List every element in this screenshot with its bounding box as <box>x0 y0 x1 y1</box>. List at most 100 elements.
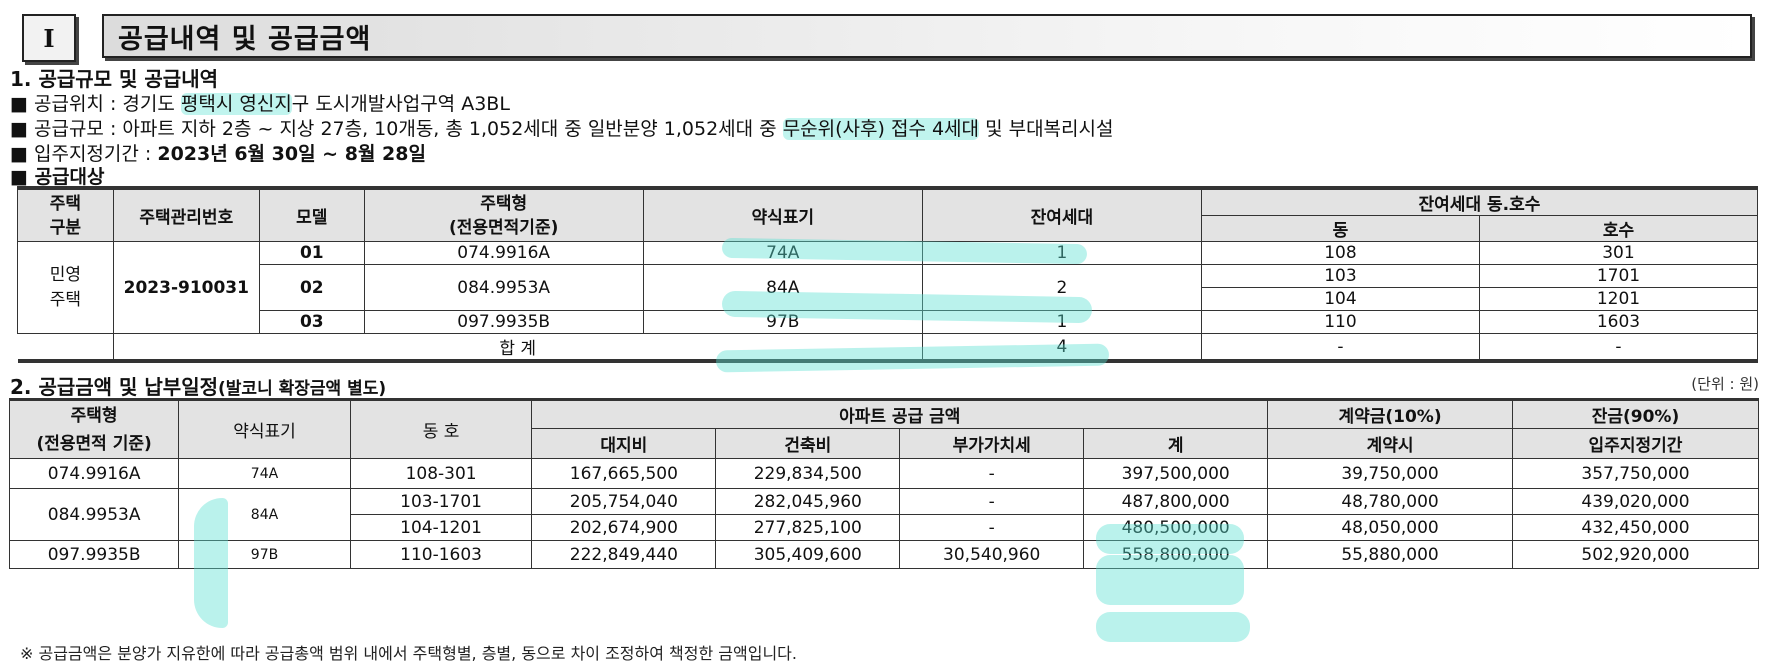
price-vat: 30,540,960 <box>899 540 1085 569</box>
section-number-box: I <box>22 14 76 62</box>
ho-cell: 301 <box>1478 241 1759 265</box>
price-sum: 487,800,000 <box>1083 488 1269 515</box>
move-in-label: ■ 입주지정기간 : <box>10 143 158 165</box>
price-balance: 502,920,000 <box>1511 540 1760 569</box>
header-apt-price: 아파트 공급 금액 <box>531 399 1269 429</box>
price-unit: 110-1603 <box>349 540 533 569</box>
price-abbr: 97B <box>178 540 351 569</box>
abbr-cell: 97B <box>642 310 923 334</box>
header-mgmt-no: 주택관리번호 <box>112 187 260 242</box>
header-house-type: 주택형 (전용면적 기준) <box>8 399 180 459</box>
total-ho: - <box>1478 333 1759 362</box>
price-build: 282,045,960 <box>715 488 901 515</box>
price-build: 277,825,100 <box>715 514 901 541</box>
header-balance-when: 입주지정기간 <box>1511 428 1760 459</box>
dong-cell: 110 <box>1200 310 1480 334</box>
supply-target-heading: ■ 공급대상 <box>10 166 105 188</box>
price-land: 202,674,900 <box>531 514 717 541</box>
supply-location-label: ■ 공급위치 : 경기도 <box>10 93 181 115</box>
header-house-type: 주택형 (전용면적기준) <box>363 187 644 242</box>
price-sum: 558,800,000 <box>1083 540 1269 569</box>
header-abbr: 약식표기 <box>642 187 923 242</box>
header-model: 모델 <box>258 187 365 242</box>
dong-cell: 104 <box>1200 287 1480 311</box>
header-balance: 잔금(90%) <box>1511 399 1760 429</box>
highlighter-stroke <box>194 498 228 628</box>
supply-scale: ■ 공급규모 : 아파트 지하 2층 ~ 지상 27층, 10개동, 총 1,0… <box>10 114 1113 141</box>
house-kind-cell: 민영 주택 <box>17 241 114 334</box>
dong-cell: 103 <box>1200 264 1480 288</box>
header-dong: 동 <box>1200 215 1480 242</box>
header-land: 대지비 <box>531 428 717 459</box>
header-remaining-units: 잔여세대 동.호수 <box>1200 187 1759 216</box>
price-land: 222,849,440 <box>531 540 717 569</box>
price-land: 167,665,500 <box>531 458 717 489</box>
price-deposit: 48,050,000 <box>1267 514 1513 541</box>
price-house-type: 074.9916A <box>8 458 180 489</box>
supply-location: ■ 공급위치 : 경기도 평택시 영신지구 도시개발사업구역 A3BL <box>10 89 510 116</box>
price-deposit: 55,880,000 <box>1267 540 1513 569</box>
total-label: 합 계 <box>112 333 923 362</box>
price-vat: - <box>899 458 1085 489</box>
section2-heading: 2. 공급금액 및 납부일정(발코니 확장금액 별도) <box>10 375 387 399</box>
price-balance: 357,750,000 <box>1511 458 1760 489</box>
section2-heading-note: (발코니 확장금액 별도) <box>218 379 387 399</box>
price-balance: 432,450,000 <box>1511 514 1760 541</box>
header-vat: 부가가치세 <box>899 428 1085 459</box>
footnote: ※ 공급금액은 분양가 지유한에 따라 공급총액 범위 내에서 주택형별, 층별… <box>20 644 797 663</box>
header-build: 건축비 <box>715 428 901 459</box>
price-build: 305,409,600 <box>715 540 901 569</box>
total-remaining: 4 <box>921 333 1202 362</box>
dong-cell: 108 <box>1200 241 1480 265</box>
supply-location-rest: 구 도시개발사업구역 A3BL <box>291 93 510 115</box>
highlighter-stroke <box>1096 524 1244 554</box>
house-type-cell: 074.9916A <box>363 241 644 265</box>
header-remaining: 잔여세대 <box>921 187 1202 242</box>
header-unit: 동 호 <box>349 399 533 459</box>
highlighter-stroke <box>1096 555 1244 605</box>
price-unit: 104-1201 <box>349 514 533 541</box>
header-sum: 계 <box>1083 428 1269 459</box>
move-in-period: ■ 입주지정기간 : 2023년 6월 30일 ~ 8월 28일 <box>10 139 426 166</box>
supply-scale-label: ■ 공급규모 : 아파트 지하 2층 ~ 지상 27층, 10개동, 총 1,0… <box>10 118 783 140</box>
price-unit: 108-301 <box>349 458 533 489</box>
ho-cell: 1701 <box>1478 264 1759 288</box>
header-abbr: 약식표기 <box>178 399 351 459</box>
price-unit: 103-1701 <box>349 488 533 515</box>
ho-cell: 1201 <box>1478 287 1759 311</box>
price-deposit: 39,750,000 <box>1267 458 1513 489</box>
unit-label: (단위 : 원) <box>1691 375 1759 393</box>
section-title: 공급내역 및 공급금액 <box>102 14 1752 58</box>
header-deposit: 계약금(10%) <box>1267 399 1513 429</box>
price-land: 205,754,040 <box>531 488 717 515</box>
supply-target-table: 주택 구분 주택관리번호 모델 주택형 (전용면적기준) 약식표기 잔여세대 잔… <box>17 186 1759 363</box>
price-vat: - <box>899 488 1085 515</box>
model-cell: 02 <box>258 264 365 311</box>
price-house-type: 097.9935B <box>8 540 180 569</box>
price-sum: 480,500,000 <box>1083 514 1269 541</box>
model-cell: 01 <box>258 241 365 265</box>
remaining-cell: 2 <box>921 264 1202 311</box>
price-sum: 397,500,000 <box>1083 458 1269 489</box>
price-abbr: 74A <box>178 458 351 489</box>
section1-heading: 1. 공급규모 및 공급내역 <box>10 67 219 91</box>
remaining-cell: 1 <box>921 310 1202 334</box>
total-dong: - <box>1200 333 1480 362</box>
supply-scale-rest: 및 부대복리시설 <box>979 118 1114 140</box>
price-deposit: 48,780,000 <box>1267 488 1513 515</box>
price-build: 229,834,500 <box>715 458 901 489</box>
model-cell: 03 <box>258 310 365 334</box>
price-vat: - <box>899 514 1085 541</box>
mgmt-no-cell: 2023-910031 <box>112 241 260 334</box>
supply-scale-highlight: 무순위(사후) 접수 4세대 <box>782 118 980 140</box>
header-house-kind: 주택 구분 <box>17 187 114 242</box>
header-deposit-when: 계약시 <box>1267 428 1513 459</box>
section-header: I 공급내역 및 공급금액 <box>22 14 1760 62</box>
house-type-cell: 097.9935B <box>363 310 644 334</box>
ho-cell: 1603 <box>1478 310 1759 334</box>
house-type-cell: 084.9953A <box>363 264 644 311</box>
price-house-type: 084.9953A <box>8 488 180 541</box>
highlighter-stroke <box>1096 612 1250 642</box>
price-balance: 439,020,000 <box>1511 488 1760 515</box>
price-schedule-table: 주택형 (전용면적 기준) 약식표기 동 호 아파트 공급 금액 계약금(10%… <box>8 398 1760 569</box>
